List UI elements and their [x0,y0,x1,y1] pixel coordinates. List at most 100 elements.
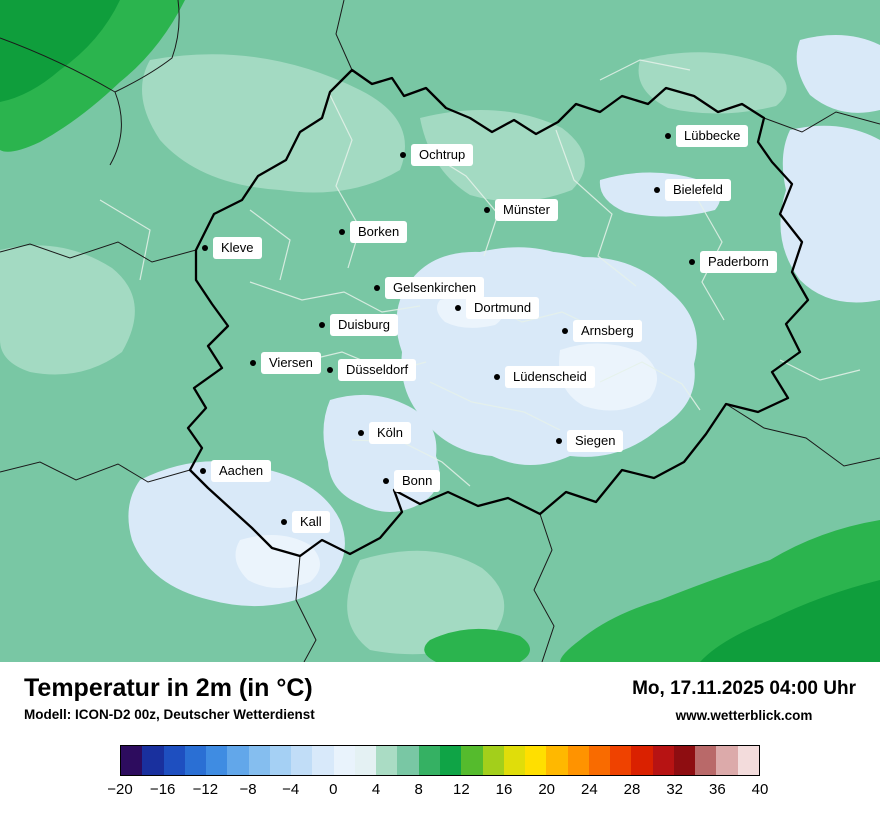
city-marker-bielefeld: Bielefeld [654,179,731,201]
colorbar-segment [567,746,589,775]
city-dot [358,430,364,436]
colorbar-segment [716,746,738,775]
colorbar-segment [588,746,611,775]
colorbar-segment [631,746,653,775]
city-label: Siegen [567,430,624,452]
city-label: Bonn [394,470,441,492]
city-dot [689,259,695,265]
colorbar-tick: −12 [192,781,219,798]
colorbar-segment [333,746,355,775]
footer-right: Mo, 17.11.2025 04:00 Uhr www.wetterblick… [632,674,856,723]
state-border-nrw [186,68,810,558]
colorbar-segment [525,746,547,775]
city-marker-paderborn: Paderborn [689,251,777,273]
colorbar-tick: 16 [495,781,513,798]
city-marker-lbbecke: Lübbecke [665,125,749,147]
city-label: Aachen [211,460,272,482]
page-title: Temperatur in 2m (in °C) [24,674,313,702]
colorbar-segment [695,746,717,775]
city-dot [250,360,256,366]
colorbar-segment [610,746,632,775]
colorbar-tick: 12 [452,781,470,798]
temperature-region-warm [0,0,880,662]
city-label: Duisburg [330,314,399,336]
city-label: Kleve [213,237,262,259]
colorbar-tick: 4 [371,781,381,798]
colorbar-segment [291,746,313,775]
city-dot [400,152,406,158]
colorbar-tick: −20 [107,781,133,798]
colorbar-segment [482,746,504,775]
city-marker-layer: Lübbecke Ochtrup Münster Bielefeld Borken Kle… [200,125,777,533]
city-dot [455,305,461,311]
forecast-datetime: Mo, 17.11.2025 04:00 Uhr [632,678,856,699]
city-label: Lüdenscheid [505,366,595,388]
temperature-colorbar: −20 −16 −12 −8 −4 0 4 8 12 16 20 24 28 32 36 40 [107,745,768,801]
city-dot [339,229,345,235]
colorbar-tick: −4 [282,781,300,798]
city-dot [484,207,490,213]
city-marker-aachen: Aachen [200,460,272,482]
colorbar-segment [312,746,334,775]
colorbar-tick: 28 [623,781,641,798]
city-dot [556,438,562,444]
city-label: Borken [350,221,408,243]
colorbar-segment [206,746,228,775]
colorbar-segment [397,746,419,775]
city-dot [202,245,208,251]
temperature-map: Lübbecke Ochtrup Münster Bielefeld Borken Kle… [0,0,880,662]
city-dot [383,478,389,484]
colorbar-segment [546,746,568,775]
city-dot [665,133,671,139]
colorbar-tick: 32 [666,781,683,798]
colorbar-gradient [120,745,760,776]
colorbar-tick: 8 [414,781,423,798]
colorbar-segment [737,746,759,775]
city-label: Kall [292,511,330,533]
colorbar-segment [248,746,270,775]
colorbar-tick: −8 [239,781,257,798]
city-marker-borken: Borken [339,221,408,243]
city-label: Lübbecke [676,125,749,147]
colorbar-segment [461,746,483,775]
city-marker-arnsberg: Arnsberg [562,320,642,342]
colorbar-segment [418,746,440,775]
colorbar-segment [184,746,207,775]
website-credit: www.wetterblick.com [675,708,813,723]
footer-left: Temperatur in 2m (in °C) Modell: ICON-D2… [24,674,315,722]
city-label: Dortmund [466,297,540,319]
city-label: Paderborn [700,251,777,273]
city-label: Bielefeld [665,179,731,201]
city-dot [654,187,660,193]
city-dot [281,519,287,525]
colorbar-segment [376,746,398,775]
colorbar-segment [673,746,696,775]
colorbar-tick: 40 [751,781,769,798]
city-label: Gelsenkirchen [385,277,485,299]
city-marker-kln: Köln [358,422,412,444]
colorbar-tick: −16 [149,781,176,798]
colorbar-tick: 0 [329,781,338,798]
city-marker-gelsenkirchen: Gelsenkirchen [374,277,485,299]
footer-header: Temperatur in 2m (in °C) Modell: ICON-D2… [0,662,880,723]
city-marker-viersen: Viersen [250,352,321,374]
city-marker-kleve: Kleve [202,237,262,259]
colorbar-tick: 36 [708,781,726,798]
city-dot [374,285,380,291]
colorbar-tick: 20 [538,781,555,798]
city-dot [200,468,206,474]
city-label: Arnsberg [573,320,642,342]
city-dot [319,322,325,328]
city-dot [562,328,568,334]
map-footer: Temperatur in 2m (in °C) Modell: ICON-D2… [0,662,880,830]
colorbar-segment [354,746,377,775]
city-label: Köln [369,422,412,444]
city-marker-kall: Kall [281,511,330,533]
city-marker-dsseldorf: Düsseldorf [327,359,417,381]
colorbar-segment [652,746,674,775]
city-marker-dortmund: Dortmund [455,297,540,319]
city-label: Düsseldorf [338,359,417,381]
city-label: Ochtrup [411,144,474,166]
colorbar-segment [163,746,185,775]
